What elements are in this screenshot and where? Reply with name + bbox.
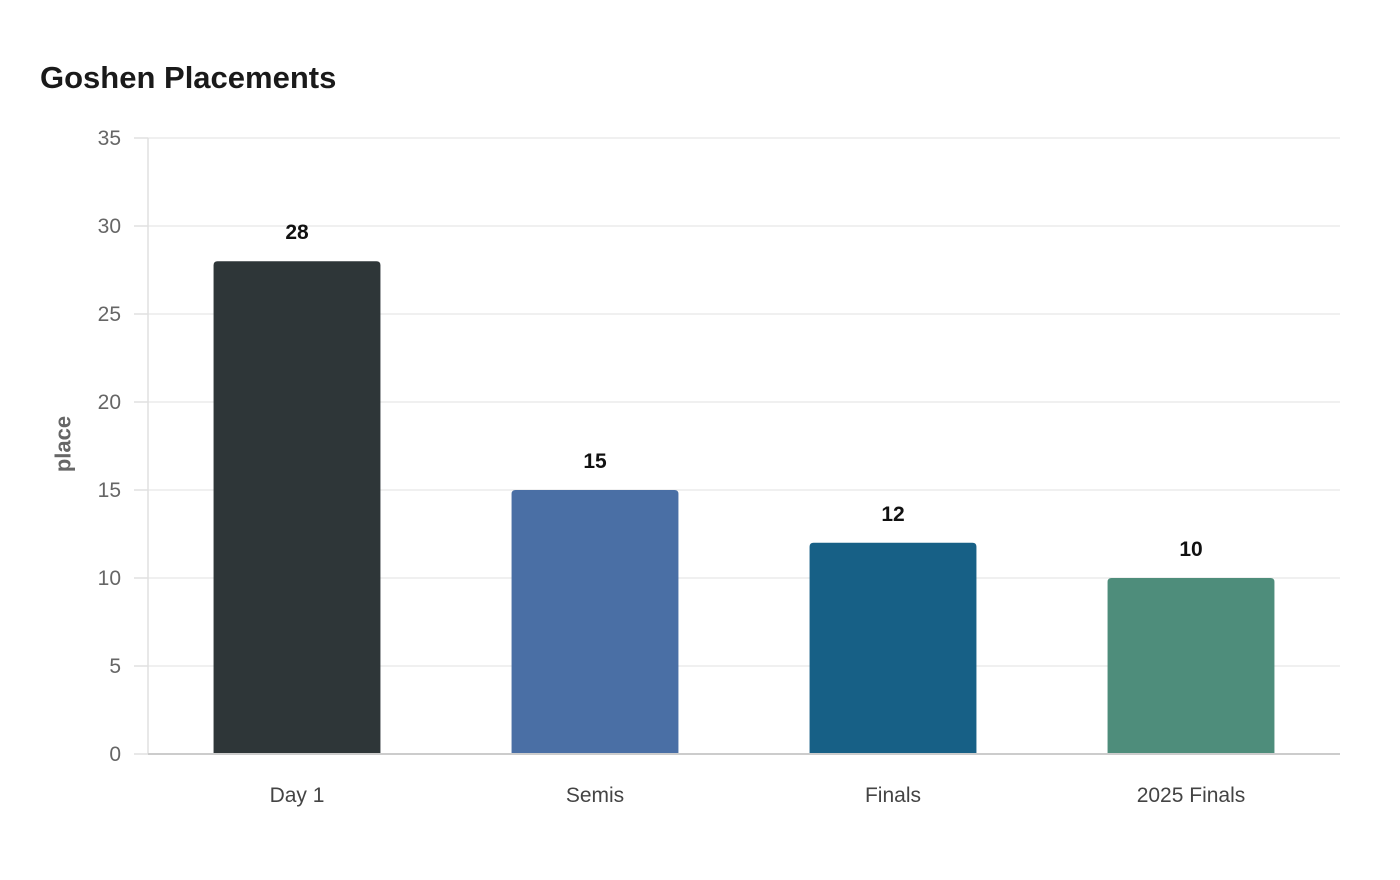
bar-finals [809, 542, 977, 754]
bar-day-1 [213, 261, 381, 754]
x-tick-label: Day 1 [270, 784, 325, 807]
x-tick-label: Semis [566, 784, 624, 807]
data-label: 15 [583, 450, 607, 473]
y-tick-labels: 0 5 10 15 20 25 30 35 [98, 127, 121, 766]
y-tick-label: 15 [98, 479, 121, 502]
y-tick-label: 5 [109, 655, 121, 678]
bar-2025-finals [1107, 578, 1275, 754]
x-tick-label: 2025 Finals [1137, 784, 1246, 807]
x-tick-label: Finals [865, 784, 921, 807]
y-axis-title: place [51, 416, 76, 472]
x-tick-labels: Day 1 Semis Finals 2025 Finals [270, 784, 1246, 807]
bars [213, 261, 1275, 754]
y-tick-label: 0 [109, 743, 121, 766]
y-tick-label: 20 [98, 391, 121, 414]
data-labels: 28 15 12 10 [285, 221, 1202, 561]
y-tick-label: 25 [98, 303, 121, 326]
y-tick-label: 10 [98, 567, 121, 590]
data-label: 12 [881, 503, 904, 526]
y-tick-label: 35 [98, 127, 121, 150]
chart-title: Goshen Placements [40, 60, 337, 95]
data-label: 10 [1179, 538, 1202, 561]
data-label: 28 [285, 221, 309, 244]
y-tick-label: 30 [98, 215, 121, 238]
bar-semis [511, 490, 679, 754]
